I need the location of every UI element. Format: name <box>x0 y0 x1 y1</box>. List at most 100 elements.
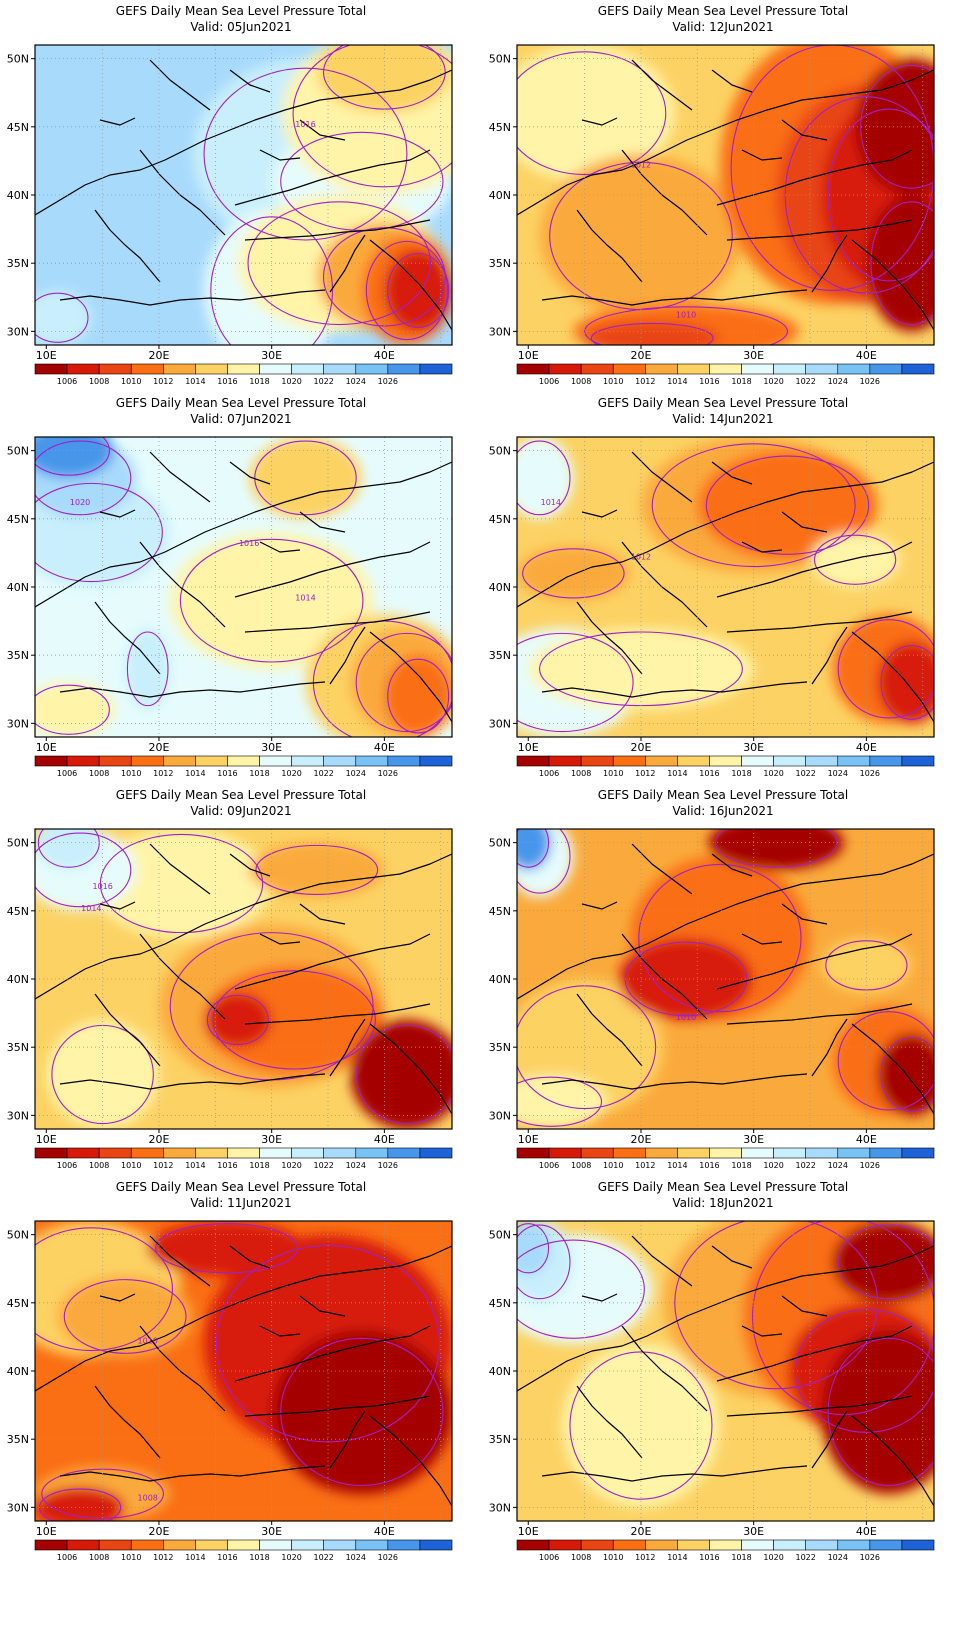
colorbar-swatch <box>773 1539 806 1551</box>
panel-title: GEFS Daily Mean Sea Level Pressure Total <box>115 788 367 802</box>
colorbar-swatch <box>355 1147 389 1159</box>
colorbar: 1006 1008 1010 1012 1014 1016 1018 1020 1022 1024… <box>34 1147 453 1170</box>
pressure-region <box>35 682 114 737</box>
colorbar-swatch <box>516 1539 550 1551</box>
colorbar-swatch <box>227 1539 260 1551</box>
colorbar-label: 1006 <box>57 377 77 386</box>
colorbar-label: 1016 <box>217 1553 237 1562</box>
colorbar-swatch <box>259 1147 292 1159</box>
colorbar-swatch <box>291 363 324 375</box>
colorbar-swatch <box>516 1147 550 1159</box>
isobar-contour <box>638 863 802 1013</box>
lat-tick-label: 50N <box>489 837 511 850</box>
colorbar-label: 1006 <box>539 769 559 778</box>
colorbar-label: 1012 <box>153 769 173 778</box>
colorbar-swatch <box>291 1539 324 1551</box>
coastlines-and-borders <box>35 843 452 1115</box>
colorbar-label: 1008 <box>571 1161 591 1170</box>
colorbar-swatch <box>34 363 68 375</box>
isobar-label: 1014 <box>81 904 101 913</box>
pressure-map: 1020 1016 1014 10E 20E 30E 40E 50N 45N 40N 35N 30N 1… <box>7 436 453 778</box>
colorbar-swatch <box>869 1147 903 1159</box>
colorbar-swatch <box>837 1147 871 1159</box>
colorbar-label: 1014 <box>667 1161 687 1170</box>
map-panel-p7: GEFS Daily Mean Sea Level Pressure Total… <box>0 1176 482 1586</box>
lat-tick-label: 45N <box>7 513 29 526</box>
isobar-contour <box>35 437 110 476</box>
lat-tick-label: 30N <box>489 717 511 730</box>
lat-tick-label: 50N <box>489 53 511 66</box>
colorbar-swatch <box>163 755 196 767</box>
colorbar: 1006 1008 1010 1012 1014 1016 1018 1020 1022 1024… <box>34 1539 453 1562</box>
colorbar-swatch <box>901 1147 935 1159</box>
colorbar-label: 1026 <box>860 1161 880 1170</box>
colorbar-swatch <box>837 363 871 375</box>
colorbar-label: 1026 <box>860 769 880 778</box>
graticule <box>35 437 452 737</box>
map-panel-p3: GEFS Daily Mean Sea Level Pressure Total… <box>0 392 482 802</box>
lat-tick-label: 45N <box>7 1297 29 1310</box>
colorbar-label: 1026 <box>860 377 880 386</box>
lon-tick-label: 40E <box>374 741 395 754</box>
isobar-contour <box>355 632 452 733</box>
map-panel-p1: GEFS Daily Mean Sea Level Pressure Total… <box>0 0 482 410</box>
pressure-region <box>384 249 452 332</box>
coastlines-and-borders <box>517 59 934 331</box>
colorbar-swatch <box>163 1539 196 1551</box>
colorbar-swatch <box>66 755 100 767</box>
colorbar-label: 1010 <box>603 377 623 386</box>
isobar-contour <box>522 548 625 599</box>
panel-title: GEFS Daily Mean Sea Level Pressure Total <box>115 396 367 410</box>
isobar-contour <box>651 443 856 568</box>
colorbar-label: 1020 <box>281 377 301 386</box>
isobar-contour <box>517 829 550 868</box>
isobar-label: 1016 <box>295 120 315 129</box>
colorbar-label: 1020 <box>763 1553 783 1562</box>
colorbar-swatch <box>805 1147 839 1159</box>
colorbar-swatch <box>259 755 292 767</box>
isobar-contour <box>206 994 269 1046</box>
lon-tick-label: 30E <box>743 1525 764 1538</box>
colorbar-swatch <box>548 755 582 767</box>
lat-tick-label: 30N <box>7 1501 29 1514</box>
isobar-contour <box>837 1011 934 1111</box>
pressure-region <box>517 45 675 182</box>
lon-tick-label: 30E <box>261 349 282 362</box>
isobar-contour <box>705 455 870 555</box>
lat-tick-label: 50N <box>7 53 29 66</box>
lat-tick-label: 30N <box>7 717 29 730</box>
pressure-region <box>866 195 934 332</box>
colorbar-swatch <box>709 363 742 375</box>
map-panel-p2: GEFS Daily Mean Sea Level Pressure Total… <box>482 0 964 410</box>
colorbar: 1006 1008 1010 1012 1014 1016 1018 1020 1022 1024… <box>34 363 453 386</box>
colorbar-swatch <box>34 755 68 767</box>
colorbar-swatch <box>355 363 389 375</box>
isobar-contour <box>212 970 376 1070</box>
pressure-region <box>57 1275 193 1358</box>
isobar-contour <box>247 201 432 326</box>
lat-tick-label: 35N <box>7 1041 29 1054</box>
pressure-region <box>125 627 171 710</box>
colorbar-label: 1010 <box>121 769 141 778</box>
isobar-contour <box>752 1221 934 1416</box>
isobar-contour <box>254 440 357 516</box>
isobar-contour <box>517 829 571 894</box>
colorbar-swatch <box>195 363 228 375</box>
colorbar-swatch <box>709 755 742 767</box>
panel-valid-date: Valid: 12Jun2021 <box>672 20 774 34</box>
lat-tick-label: 35N <box>7 257 29 270</box>
panel-valid-date: Valid: 09Jun2021 <box>190 804 292 818</box>
pressure-region <box>517 546 630 601</box>
lat-tick-label: 35N <box>489 1433 511 1446</box>
lat-tick-label: 40N <box>489 973 511 986</box>
pressure-region <box>697 450 878 560</box>
lon-tick-label: 20E <box>630 1525 651 1538</box>
colorbar-label: 1018 <box>249 377 269 386</box>
lat-tick-label: 45N <box>7 905 29 918</box>
coastlines-and-borders <box>35 451 452 723</box>
colorbar-swatch <box>323 363 357 375</box>
colorbar-swatch <box>323 755 357 767</box>
colorbar-swatch <box>580 363 614 375</box>
lat-tick-label: 35N <box>489 649 511 662</box>
colorbar-swatch <box>34 1539 68 1551</box>
